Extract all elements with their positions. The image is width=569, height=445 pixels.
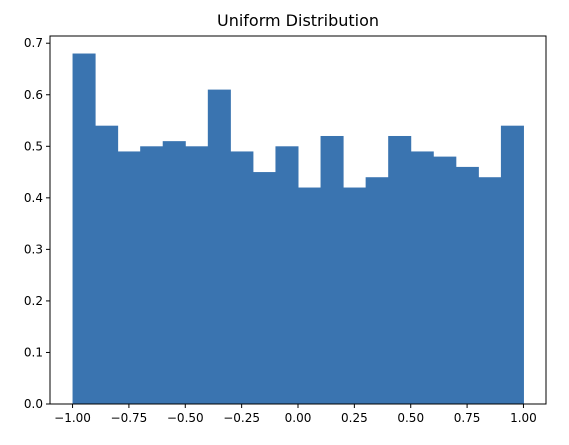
y-tick-label: 0.6 [24, 88, 43, 102]
bars-group [72, 53, 524, 405]
histogram-bar [140, 146, 164, 404]
y-tick-label: 0.1 [24, 345, 43, 359]
y-tick-label: 0.7 [24, 36, 43, 50]
histogram-bar [410, 151, 434, 404]
x-tick-label: 0.50 [397, 411, 424, 425]
y-tick-label: 0.4 [24, 191, 43, 205]
x-tick-label: 1.00 [510, 411, 537, 425]
histogram-bar [252, 172, 276, 404]
x-tick-label: 0.75 [454, 411, 481, 425]
y-tick-label: 0.5 [24, 139, 43, 153]
y-tick-label: 0.0 [24, 397, 43, 411]
histogram-bar [95, 125, 119, 405]
histogram-bar [185, 146, 209, 404]
histogram-bar [298, 187, 322, 404]
histogram-bar [388, 135, 412, 404]
histogram-bar [275, 146, 299, 404]
histogram-bar [343, 187, 367, 404]
histogram-bar [230, 151, 254, 404]
histogram-bar [320, 135, 344, 404]
histogram-bar [162, 141, 186, 404]
histogram-bar [117, 151, 141, 404]
x-tick-label: −1.00 [54, 411, 91, 425]
x-tick-label: −0.25 [223, 411, 260, 425]
histogram-bar [455, 166, 479, 404]
x-tick-label: 0.25 [341, 411, 368, 425]
chart-title: Uniform Distribution [217, 11, 379, 30]
histogram-bar [500, 125, 524, 405]
x-tick-label: −0.75 [111, 411, 148, 425]
histogram-bar [207, 89, 231, 405]
histogram-bar [72, 53, 96, 405]
histogram-bar [365, 177, 389, 404]
axes-group: −1.00 −0.75 −0.50 −0.25 0.00 0.25 0.50 0.75 1.00… [24, 36, 537, 425]
y-tick-label: 0.3 [24, 242, 43, 256]
y-tick-label: 0.2 [24, 294, 43, 308]
histogram-bar [478, 177, 502, 404]
histogram-bar [433, 156, 457, 404]
x-tick-label: −0.50 [167, 411, 204, 425]
plot-frame [49, 35, 547, 405]
x-tick-label: 0.00 [285, 411, 312, 425]
